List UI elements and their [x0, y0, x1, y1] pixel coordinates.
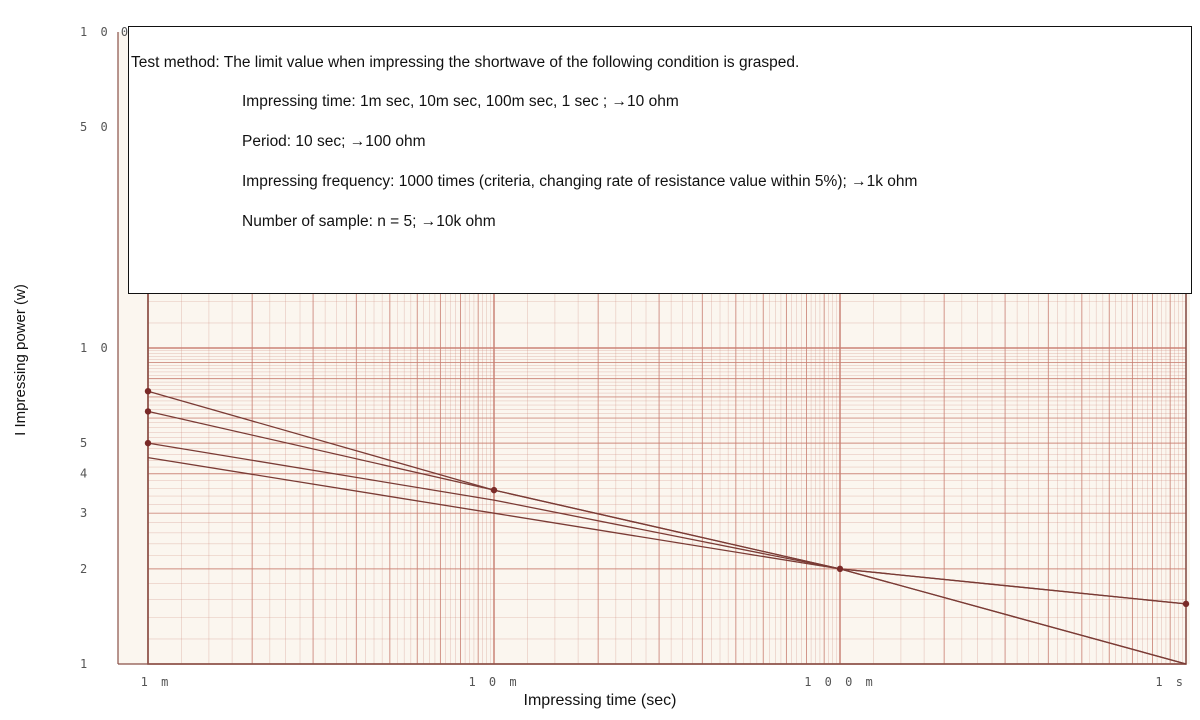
y-tick-label: 1 0 0 [80, 25, 131, 39]
y-tick-label: 4 [80, 467, 90, 481]
y-tick-label: 2 [80, 562, 90, 576]
condition-impressing-frequency: Impressing frequency: 1000 times (criter… [242, 173, 918, 190]
data-point-1 [144, 387, 152, 395]
data-points [144, 387, 1190, 608]
data-point-5 [836, 565, 844, 573]
data-point-4 [490, 486, 498, 494]
y-tick-label: 5 [80, 436, 90, 450]
y-tick-label: 1 0 [80, 341, 111, 355]
x-tick-label: 1 0 m [468, 675, 519, 689]
x-tick-label: 1 s [1155, 675, 1186, 689]
series-line-4 [147, 456, 1187, 665]
data-point-3 [144, 439, 152, 447]
y-tick-labels: 1 0 0 5 0 1 0 5 4 3 2 1 [80, 25, 131, 671]
y-axis-title: I Impressing power (w) [12, 284, 29, 436]
test-method-title: Test method: The limit value when impres… [131, 54, 800, 71]
series-lines [147, 390, 1187, 665]
y-tick-label: 5 0 [80, 120, 111, 134]
x-tick-label: 1 m [141, 675, 172, 689]
data-point-6 [1182, 600, 1190, 608]
series-line-2 [147, 410, 1187, 605]
y-tick-label: 3 [80, 506, 90, 520]
x-tick-label: 1 0 0 m [804, 675, 876, 689]
test-method-box: Test method: The limit value when impres… [128, 26, 1192, 294]
y-tick-label: 1 [80, 657, 90, 671]
condition-period: Period: 10 sec; →100 ohm [242, 133, 426, 150]
x-axis-title: Impressing time (sec) [523, 692, 677, 709]
condition-number-of-sample: Number of sample: n = 5; →10k ohm [242, 213, 496, 230]
condition-impressing-time: Impressing time: 1m sec, 10m sec, 100m s… [242, 93, 679, 110]
data-point-2 [144, 408, 152, 415]
x-tick-labels: 1 m 1 0 m 1 0 0 m 1 s [141, 675, 1186, 689]
